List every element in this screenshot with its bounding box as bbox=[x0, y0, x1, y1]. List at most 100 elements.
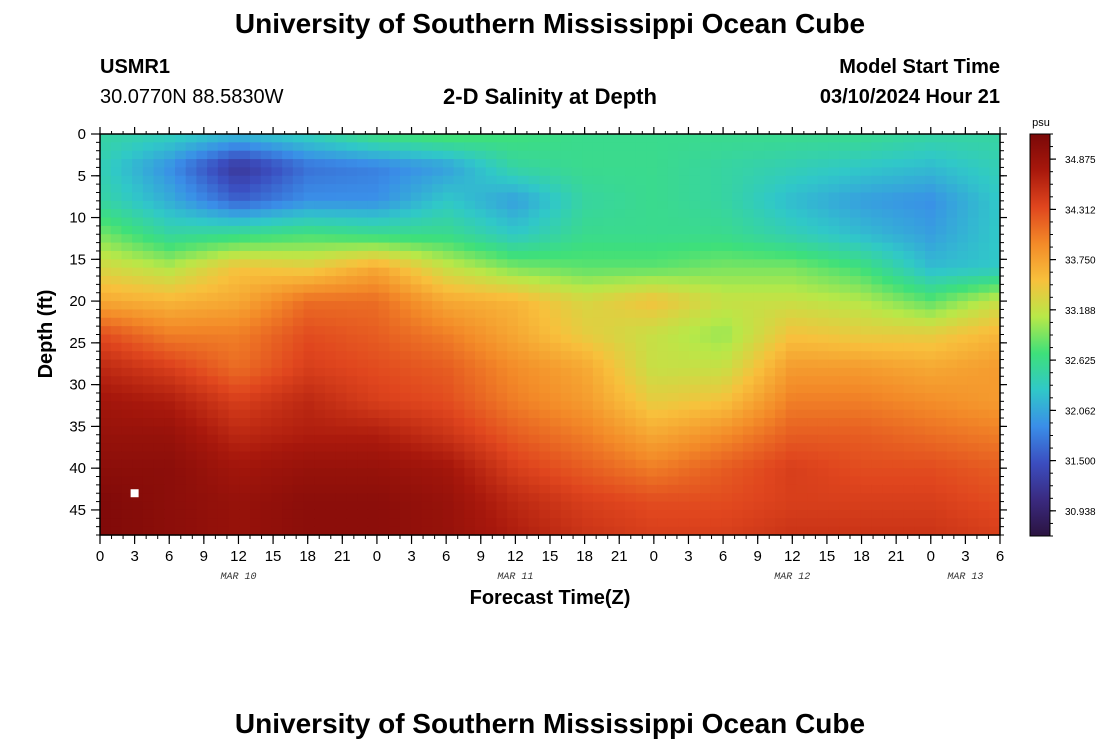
heatmap-cell bbox=[989, 426, 1001, 436]
heatmap-cell bbox=[839, 309, 851, 319]
heatmap-cell bbox=[207, 493, 219, 503]
heatmap-cell bbox=[785, 392, 798, 402]
heatmap-cell bbox=[217, 401, 230, 411]
heatmap-cell bbox=[303, 267, 315, 277]
heatmap-cell bbox=[453, 401, 465, 411]
heatmap-cell bbox=[410, 292, 423, 302]
heatmap-cell bbox=[442, 418, 455, 427]
heatmap-cell bbox=[657, 401, 669, 411]
heatmap-cell bbox=[796, 284, 808, 294]
heatmap-cell bbox=[432, 367, 444, 377]
heatmap-cell bbox=[925, 359, 937, 369]
heatmap-cell bbox=[989, 309, 1001, 319]
heatmap-cell bbox=[742, 225, 755, 235]
heatmap-cell bbox=[582, 317, 594, 327]
heatmap-cell bbox=[721, 234, 733, 244]
heatmap-cell bbox=[271, 401, 283, 411]
heatmap-cell bbox=[282, 493, 294, 503]
heatmap-cell bbox=[742, 518, 755, 528]
heatmap-cell bbox=[710, 184, 723, 194]
heatmap-cell bbox=[871, 309, 883, 319]
heatmap-cell bbox=[582, 476, 594, 486]
heatmap-cell bbox=[164, 200, 176, 210]
heatmap-cell bbox=[978, 501, 990, 511]
heatmap-cell bbox=[967, 284, 980, 294]
heatmap-cell bbox=[753, 267, 765, 277]
heatmap-cell bbox=[475, 192, 487, 202]
heatmap-cell bbox=[732, 242, 744, 252]
heatmap-cell bbox=[400, 267, 412, 277]
heatmap-cell bbox=[967, 259, 980, 269]
heatmap-cell bbox=[121, 376, 133, 386]
heatmap-cell bbox=[914, 359, 926, 369]
heatmap-cell bbox=[817, 342, 830, 352]
heatmap-cell bbox=[978, 426, 990, 436]
heatmap-cell bbox=[689, 351, 701, 361]
heatmap-cell bbox=[517, 367, 530, 377]
heatmap-cell bbox=[346, 284, 358, 294]
heatmap-cell bbox=[571, 526, 583, 536]
heatmap-cell bbox=[507, 292, 519, 302]
heatmap-cell bbox=[860, 392, 873, 402]
heatmap-cell bbox=[303, 459, 315, 469]
heatmap-cell bbox=[292, 342, 305, 352]
heatmap-cell bbox=[635, 284, 648, 294]
heatmap-cell bbox=[132, 351, 144, 361]
heatmap-cell bbox=[732, 134, 744, 143]
heatmap-cell bbox=[432, 317, 444, 327]
heatmap-cell bbox=[689, 184, 701, 194]
heatmap-cell bbox=[550, 259, 562, 269]
heatmap-cell bbox=[132, 309, 144, 319]
heatmap-cell bbox=[850, 384, 862, 394]
heatmap-cell bbox=[421, 359, 433, 369]
heatmap-cell bbox=[946, 192, 958, 202]
heatmap-cell bbox=[303, 284, 315, 294]
heatmap-cell bbox=[228, 376, 240, 386]
heatmap-cell bbox=[464, 518, 476, 528]
heatmap-cell bbox=[667, 159, 680, 169]
heatmap-cell bbox=[121, 384, 133, 394]
heatmap-cell bbox=[292, 409, 305, 419]
heatmap-cell bbox=[175, 301, 187, 311]
heatmap-cell bbox=[453, 426, 465, 436]
heatmap-cell bbox=[742, 192, 755, 202]
heatmap-cell bbox=[496, 134, 508, 143]
heatmap-cell bbox=[517, 234, 530, 244]
heatmap-cell bbox=[185, 484, 198, 494]
heatmap-cell bbox=[325, 192, 337, 202]
heatmap-cell bbox=[132, 167, 144, 177]
heatmap-cell bbox=[935, 459, 948, 469]
heatmap-cell bbox=[410, 192, 423, 202]
heatmap-cell bbox=[357, 175, 369, 185]
heatmap-cell bbox=[442, 392, 455, 402]
heatmap-cell bbox=[689, 167, 701, 177]
heatmap-cell bbox=[475, 225, 487, 235]
heatmap-cell bbox=[989, 384, 1001, 394]
heatmap-cell bbox=[528, 184, 540, 194]
heatmap-cell bbox=[582, 234, 594, 244]
heatmap-cell bbox=[357, 184, 369, 194]
heatmap-cell bbox=[839, 184, 851, 194]
heatmap-cell bbox=[196, 418, 208, 427]
heatmap-cell bbox=[839, 459, 851, 469]
heatmap-cell bbox=[903, 342, 915, 352]
y-tick-label: 40 bbox=[69, 460, 86, 477]
heatmap-cell bbox=[550, 426, 562, 436]
heatmap-cell bbox=[325, 276, 337, 285]
heatmap-cell bbox=[335, 359, 348, 369]
heatmap-cell bbox=[260, 159, 273, 169]
heatmap-cell bbox=[871, 225, 883, 235]
heatmap-cell bbox=[464, 334, 476, 344]
heatmap-cell bbox=[914, 434, 926, 444]
heatmap-cell bbox=[400, 209, 412, 219]
heatmap-cell bbox=[207, 234, 219, 244]
heatmap-cell bbox=[689, 326, 701, 336]
heatmap-cell bbox=[153, 267, 165, 277]
heatmap-cell bbox=[432, 501, 444, 511]
heatmap-cell bbox=[239, 267, 251, 277]
heatmap-cell bbox=[603, 392, 615, 402]
heatmap-cell bbox=[250, 367, 262, 377]
heatmap-cell bbox=[507, 451, 519, 461]
heatmap-cell bbox=[860, 234, 873, 244]
heatmap-cell bbox=[560, 267, 573, 277]
